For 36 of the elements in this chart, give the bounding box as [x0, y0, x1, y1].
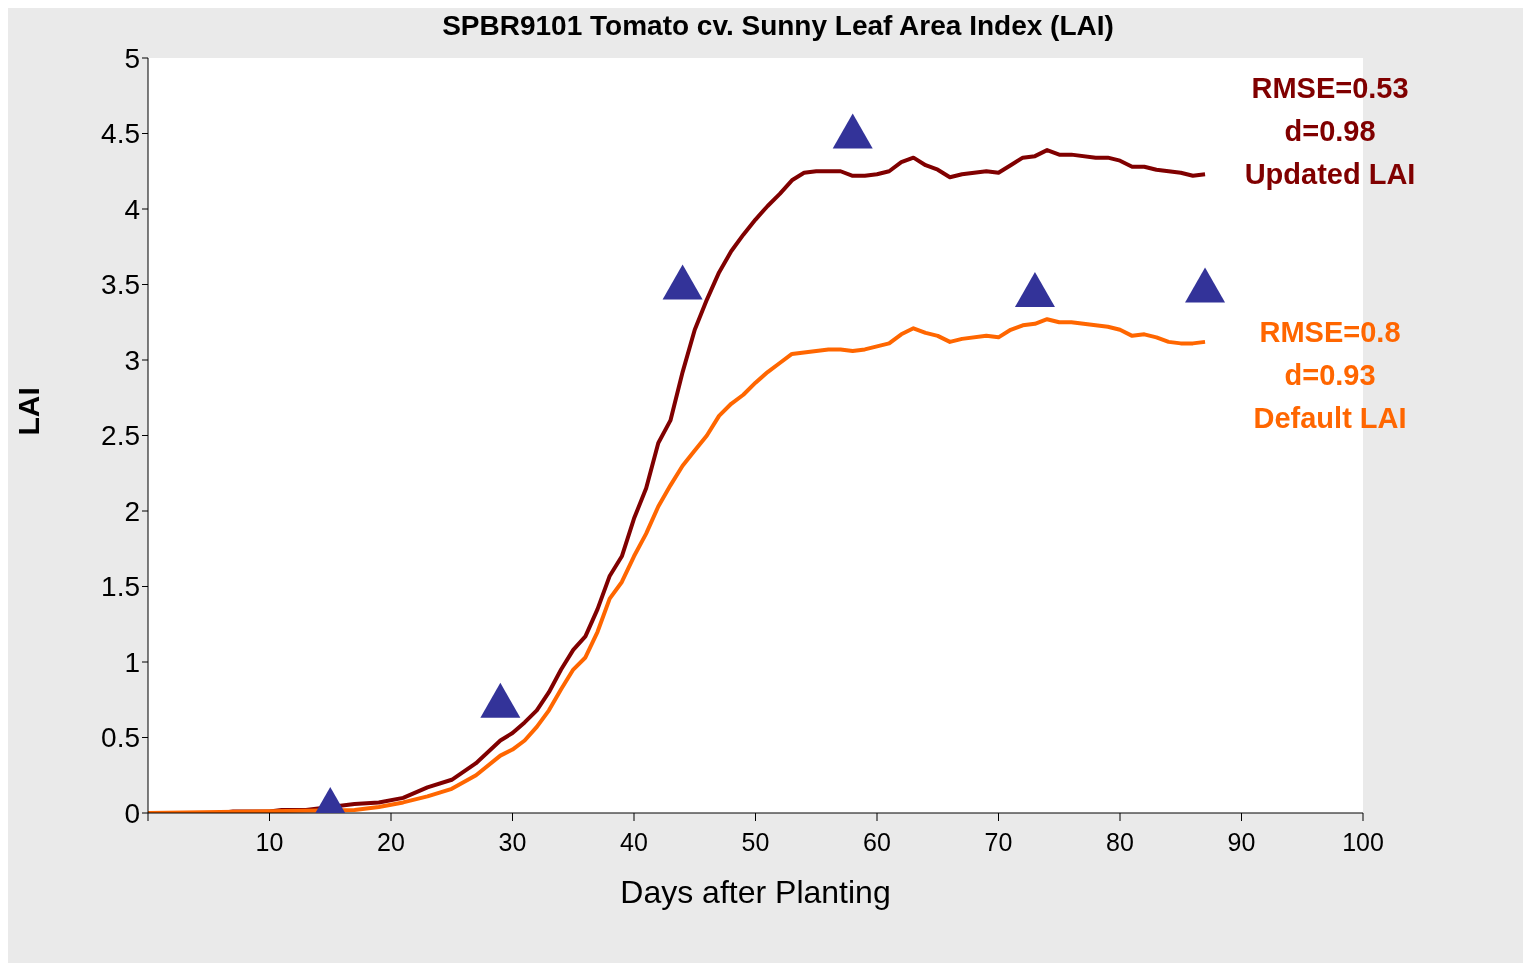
x-tick-label: 70 — [984, 827, 1013, 856]
x-tick-label: 30 — [498, 827, 527, 856]
chart-title: SPBR9101 Tomato cv. Sunny Leaf Area Index (LAI) — [441, 10, 1115, 42]
x-tick-label: 10 — [255, 827, 284, 856]
annotation: d=0.93 — [1284, 358, 1376, 391]
x-tick-label: 40 — [620, 827, 648, 856]
y-tick-label: 3 — [124, 344, 140, 376]
y-tick-label: 0 — [124, 797, 140, 829]
y-tick-label: 4 — [124, 193, 140, 225]
point — [662, 264, 703, 300]
y-tick-label: 4.5 — [101, 118, 140, 150]
text: Default LAI — [1253, 401, 1407, 434]
y-tick-label: 2.5 — [101, 420, 140, 452]
x-tick-label: 80 — [1106, 827, 1134, 856]
point — [1185, 267, 1226, 303]
x-tick-label: 60 — [863, 827, 891, 856]
x-axis-title: Days after Planting — [620, 874, 891, 910]
point — [832, 113, 873, 149]
annotation: d=0.98 — [1284, 115, 1376, 148]
y-tick-label: 3.5 — [101, 269, 140, 301]
x-tick-label: 20 — [377, 827, 405, 856]
y-tick-label: 0.5 — [101, 722, 140, 754]
y-tick-label: 1.5 — [101, 571, 140, 603]
y-tick-label: 5 — [124, 42, 140, 74]
annotation: RMSE=0.53 — [1251, 72, 1409, 105]
point — [480, 682, 521, 718]
series-label: Updated LAI — [1244, 158, 1416, 191]
y-tick-label: 1 — [124, 646, 140, 678]
point — [1014, 272, 1055, 308]
x-tick-label: 90 — [1227, 827, 1256, 856]
line-series — [148, 317, 1208, 813]
annotation: RMSE=0.8 — [1259, 315, 1401, 348]
x-tick-label: 100 — [1342, 827, 1384, 856]
y-tick-label: 2 — [124, 495, 140, 527]
y-axis-title: LAI — [11, 387, 45, 436]
x-tick-label: 50 — [741, 827, 770, 856]
